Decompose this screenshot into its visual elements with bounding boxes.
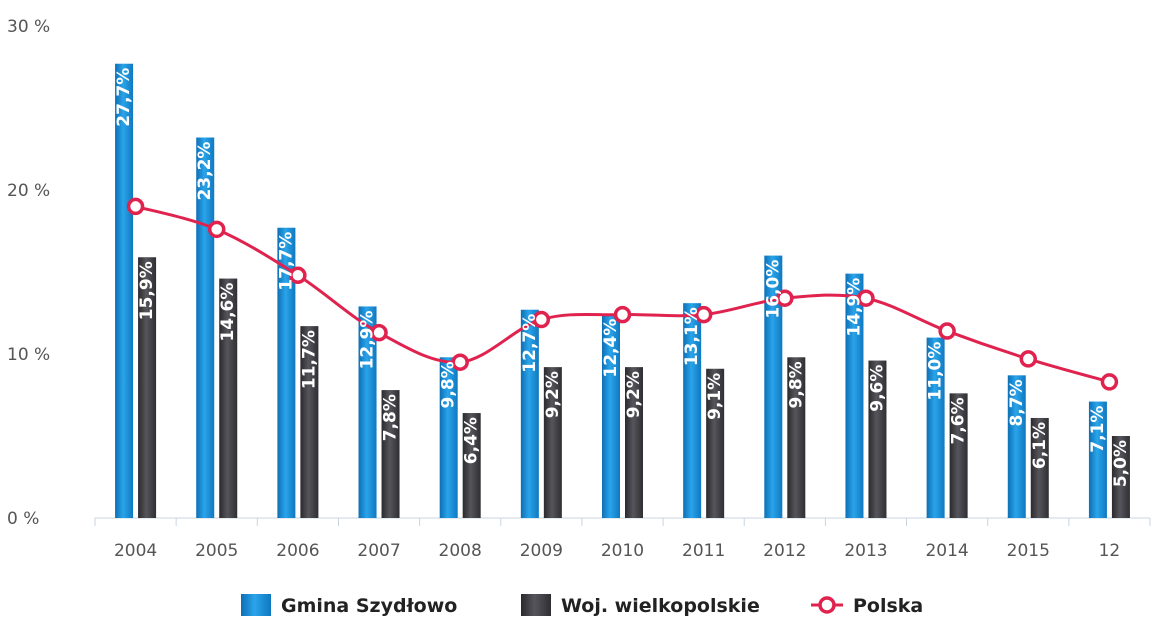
- bar-woj-wielkopolskie: [625, 367, 643, 518]
- data-label: 12,4%: [601, 319, 621, 378]
- data-label: 9,2%: [624, 371, 644, 418]
- y-axis: 0 % 10 % 20 % 30 %: [7, 17, 50, 529]
- polska-point: [1100, 373, 1119, 391]
- bar-woj-wielkopolskie: [462, 413, 481, 518]
- data-label: 9,8%: [439, 361, 459, 408]
- bar-gmina-szydlowo: [277, 227, 296, 518]
- data-label: 16,0%: [763, 260, 783, 319]
- data-label: 8,7%: [1007, 379, 1027, 426]
- x-tick-label: 2009: [520, 541, 563, 561]
- x-axis: 2004 2005 2006 2007 2008 2009 2010 2011 2012 2013…: [94, 517, 1151, 561]
- bar-gmina-szydlowo: [1007, 375, 1026, 518]
- data-label: 6,1%: [1030, 422, 1050, 469]
- x-tick-label: 2007: [357, 541, 400, 561]
- data-label: 7,1%: [1088, 406, 1108, 453]
- bar-woj-wielkopolskie: [1030, 417, 1049, 518]
- bars: [115, 63, 1130, 518]
- polska-point: [1019, 350, 1038, 368]
- data-label: 6,4%: [462, 417, 482, 464]
- polska-point: [451, 353, 469, 371]
- polska-point: [532, 310, 551, 329]
- y-tick-label: 20 %: [7, 181, 50, 201]
- x-tick-label: 2015: [1007, 541, 1050, 561]
- bar-gmina-szydlowo: [439, 357, 458, 518]
- polska-point: [207, 220, 226, 239]
- polska-point: [289, 266, 307, 285]
- bar-gmina-szydlowo: [115, 63, 134, 518]
- legend-label-gmina-szydlowo: Gmina Szydłowo: [281, 595, 457, 617]
- data-label: 7,6%: [949, 397, 969, 444]
- legend-swatch-woj-wielkopolskie: [521, 594, 551, 616]
- data-label: 14,6%: [218, 283, 238, 342]
- y-tick-label: 10 %: [7, 345, 50, 365]
- polska-point: [613, 305, 632, 324]
- bar-gmina-szydlowo: [358, 306, 377, 518]
- bar-woj-wielkopolskie: [706, 368, 725, 518]
- bar-woj-wielkopolskie: [949, 393, 968, 518]
- data-label: 9,6%: [867, 365, 887, 412]
- x-tick-label: 2005: [195, 541, 238, 561]
- x-tick-label: 12: [1099, 541, 1121, 561]
- legend-label-polska: Polska: [853, 595, 923, 617]
- data-label: 9,2%: [543, 371, 563, 418]
- polska-line: [126, 197, 1119, 391]
- bar-woj-wielkopolskie: [219, 278, 238, 518]
- polska-point: [857, 289, 875, 307]
- data-label: 9,8%: [786, 361, 806, 408]
- data-label: 12,9%: [358, 310, 378, 369]
- data-label: 11,7%: [299, 330, 319, 389]
- polska-point: [126, 197, 145, 216]
- data-labels: 27,7% 23,2% 17,7% 12,9% 9,8% 12,7% 12,4% 13,1% 1…: [114, 68, 1131, 487]
- legend-marker-polska: [818, 596, 836, 614]
- x-tick-label: 2013: [844, 541, 887, 561]
- bar-gmina-szydlowo: [683, 303, 702, 518]
- bar-woj-wielkopolskie: [787, 357, 806, 518]
- data-label: 14,9%: [844, 278, 864, 337]
- bar-gmina-szydlowo: [845, 273, 864, 518]
- bar-gmina-szydlowo: [1088, 401, 1107, 518]
- bar-woj-wielkopolskie: [1111, 436, 1130, 518]
- x-tick-label: 2014: [925, 541, 968, 561]
- bar-woj-wielkopolskie: [300, 326, 319, 518]
- x-tick-label: 2008: [439, 541, 482, 561]
- polska-point: [370, 323, 388, 342]
- x-tick-label: 2004: [114, 541, 157, 561]
- polska-point: [938, 322, 956, 340]
- data-label: 5,0%: [1111, 440, 1131, 487]
- data-label: 7,8%: [381, 394, 401, 441]
- data-label: 27,7%: [114, 68, 134, 127]
- y-tick-label: 0 %: [7, 509, 39, 529]
- legend-swatch-gmina-szydlowo: [241, 594, 271, 616]
- x-tick-label: 2011: [682, 541, 725, 561]
- legend: Gmina Szydłowo Woj. wielkopolskie Polska: [241, 594, 923, 617]
- bar-gmina-szydlowo: [926, 337, 945, 518]
- bar-gmina-szydlowo: [520, 309, 539, 518]
- x-tick-label: 2012: [763, 541, 806, 561]
- data-label: 17,7%: [276, 232, 296, 291]
- x-tick-label: 2006: [276, 541, 319, 561]
- legend-label-woj-wielkopolskie: Woj. wielkopolskie: [561, 595, 760, 617]
- bar-woj-wielkopolskie: [381, 390, 400, 518]
- y-tick-label: 30 %: [7, 17, 50, 37]
- polska-point: [776, 289, 794, 307]
- bar-gmina-szydlowo: [602, 314, 620, 518]
- data-label: 23,2%: [195, 142, 215, 201]
- data-label: 9,1%: [705, 373, 725, 420]
- data-label: 15,9%: [137, 261, 157, 320]
- data-label: 12,7%: [520, 314, 540, 373]
- x-tick-label: 2010: [601, 541, 644, 561]
- data-label: 11,0%: [926, 342, 946, 401]
- bar-woj-wielkopolskie: [543, 367, 562, 518]
- data-label: 13,1%: [682, 307, 702, 366]
- bar-woj-wielkopolskie: [138, 257, 157, 518]
- polska-point: [694, 305, 713, 324]
- bar-gmina-szydlowo: [764, 255, 783, 518]
- bar-woj-wielkopolskie: [868, 360, 887, 518]
